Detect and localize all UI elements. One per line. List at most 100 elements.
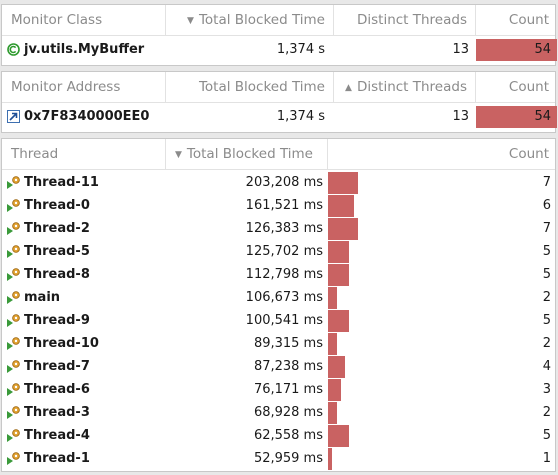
table-row[interactable]: Thread-8 112,798 ms 5 <box>2 263 555 286</box>
count-value: 54 <box>534 42 551 57</box>
total-blocked-time: 100,541 ms <box>245 313 323 328</box>
sort-ascending-icon: ▲ <box>345 83 352 93</box>
monitor-address-table: Monitor Address Total Blocked Time ▲ Dist… <box>1 71 557 133</box>
sort-descending-icon: ▼ <box>187 16 194 26</box>
count-value: 2 <box>542 405 551 420</box>
count-value: 5 <box>542 267 551 282</box>
column-header-total-blocked-time[interactable]: Total Blocked Time <box>166 72 334 102</box>
count-value: 54 <box>534 109 551 124</box>
count-bar <box>476 39 557 61</box>
column-header-thread[interactable]: Thread <box>2 139 166 169</box>
thread-name: Thread-4 <box>24 428 90 443</box>
count-bar <box>328 264 349 286</box>
total-blocked-time: 52,959 ms <box>253 451 323 466</box>
sort-descending-icon: ▼ <box>175 150 182 160</box>
column-header-count[interactable]: Count <box>476 72 557 102</box>
count-value: 7 <box>542 175 551 190</box>
column-header-label: Monitor Address <box>11 79 121 95</box>
total-blocked-time: 112,798 ms <box>245 267 323 282</box>
total-blocked-time: 203,208 ms <box>245 175 323 190</box>
address-link-icon <box>7 110 20 123</box>
table-row[interactable]: Thread-10 89,315 ms 2 <box>2 332 555 355</box>
table-row[interactable]: Thread-1 52,959 ms 1 <box>2 447 555 470</box>
column-header-monitor-class[interactable]: Monitor Class <box>2 5 166 35</box>
monitor-address-value: 0x7F8340000EE0 <box>24 109 150 124</box>
table-row[interactable]: Thread-11 203,208 ms 7 <box>2 171 555 194</box>
monitor-class-table: Monitor Class ▼ Total Blocked Time Distin… <box>1 4 557 66</box>
thread-name: Thread-8 <box>24 267 90 282</box>
count-bar <box>328 379 341 401</box>
thread-name: Thread-0 <box>24 198 90 213</box>
table-row[interactable]: jv.utils.MyBuffer 1,374 s 13 54 <box>2 38 557 61</box>
total-blocked-time: 87,238 ms <box>253 359 323 374</box>
column-header-count[interactable]: Count <box>328 139 557 169</box>
thread-name: Thread-7 <box>24 359 90 374</box>
distinct-threads: 13 <box>452 109 469 124</box>
column-header-distinct-threads[interactable]: Distinct Threads <box>334 5 476 35</box>
thread-icon <box>6 290 21 305</box>
count-bar <box>328 195 354 217</box>
thread-name: main <box>24 290 61 305</box>
thread-table: Thread ▼ Total Blocked Time Count Thread-… <box>1 138 556 472</box>
table-row[interactable]: Thread-2 126,383 ms 7 <box>2 217 555 240</box>
table-row[interactable]: Thread-6 76,171 ms 3 <box>2 378 555 401</box>
count-bar <box>328 425 349 447</box>
table-row[interactable]: 0x7F8340000EE0 1,374 s 13 54 <box>2 105 557 128</box>
thread-name: Thread-3 <box>24 405 90 420</box>
thread-name: Thread-6 <box>24 382 90 397</box>
distinct-threads: 13 <box>452 42 469 57</box>
thread-name: Thread-10 <box>24 336 99 351</box>
total-blocked-time: 1,374 s <box>276 42 325 57</box>
table-row[interactable]: Thread-5 125,702 ms 5 <box>2 240 555 263</box>
thread-icon <box>6 382 21 397</box>
total-blocked-time: 126,383 ms <box>245 221 323 236</box>
count-value: 3 <box>542 382 551 397</box>
count-value: 7 <box>542 221 551 236</box>
count-value: 5 <box>542 313 551 328</box>
count-bar <box>328 310 349 332</box>
thread-icon <box>6 267 21 282</box>
column-header-label: Distinct Threads <box>356 12 467 28</box>
count-value: 4 <box>542 359 551 374</box>
column-header-count[interactable]: Count <box>476 5 557 35</box>
count-bar <box>328 448 332 470</box>
thread-name: Thread-9 <box>24 313 90 328</box>
thread-icon <box>6 221 21 236</box>
total-blocked-time: 1,374 s <box>276 109 325 124</box>
thread-icon <box>6 313 21 328</box>
thread-name: Thread-1 <box>24 451 90 466</box>
count-bar <box>476 106 557 128</box>
monitor-class-name: jv.utils.MyBuffer <box>24 42 145 57</box>
count-value: 5 <box>542 428 551 443</box>
total-blocked-time: 68,928 ms <box>253 405 323 420</box>
column-header-total-blocked-time[interactable]: ▼ Total Blocked Time <box>166 139 328 169</box>
table-header: Monitor Address Total Blocked Time ▲ Dist… <box>2 72 555 102</box>
column-header-label: Count <box>508 79 549 95</box>
total-blocked-time: 161,521 ms <box>245 198 323 213</box>
table-row[interactable]: main 106,673 ms 2 <box>2 286 555 309</box>
thread-icon <box>6 336 21 351</box>
table-row[interactable]: Thread-9 100,541 ms 5 <box>2 309 555 332</box>
thread-name: Thread-5 <box>24 244 90 259</box>
table-row[interactable]: Thread-0 161,521 ms 6 <box>2 194 555 217</box>
table-row[interactable]: Thread-7 87,238 ms 4 <box>2 355 555 378</box>
column-header-total-blocked-time[interactable]: ▼ Total Blocked Time <box>166 5 334 35</box>
column-header-distinct-threads[interactable]: ▲ Distinct Threads <box>334 72 476 102</box>
total-blocked-time: 125,702 ms <box>245 244 323 259</box>
thread-icon <box>6 359 21 374</box>
thread-icon <box>6 244 21 259</box>
total-blocked-time: 62,558 ms <box>253 428 323 443</box>
count-bar <box>328 218 358 240</box>
thread-icon <box>6 451 21 466</box>
table-row[interactable]: Thread-4 62,558 ms 5 <box>2 424 555 447</box>
count-value: 2 <box>542 336 551 351</box>
count-bar <box>328 241 349 263</box>
column-header-monitor-address[interactable]: Monitor Address <box>2 72 166 102</box>
header-divider <box>2 35 555 36</box>
total-blocked-time: 106,673 ms <box>245 290 323 305</box>
thread-icon <box>6 198 21 213</box>
table-row[interactable]: Thread-3 68,928 ms 2 <box>2 401 555 424</box>
thread-name: Thread-11 <box>24 175 99 190</box>
class-icon <box>7 43 20 56</box>
count-bar <box>328 356 345 378</box>
